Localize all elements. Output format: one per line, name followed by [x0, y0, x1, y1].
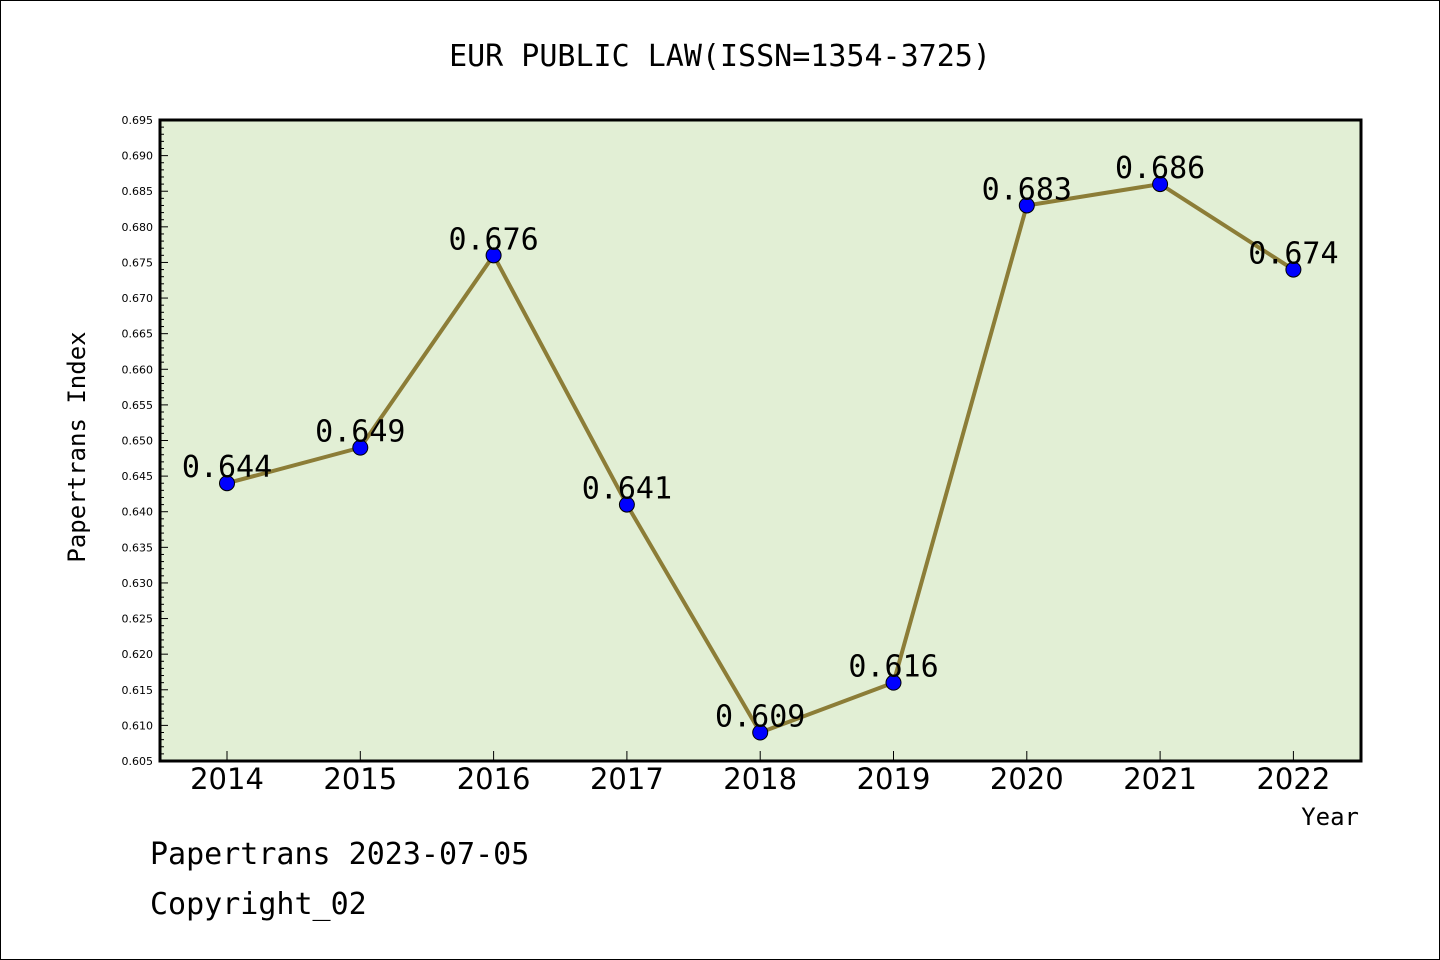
- data-labels: 0.644 0.649 0.676 0.641 0.609 0.616 0.683 0.686…: [182, 151, 1339, 734]
- data-point: [1152, 176, 1169, 193]
- data-label: 0.609: [715, 700, 805, 735]
- y-tick-label: 0.640: [122, 506, 154, 519]
- x-tick-label: 2017: [590, 762, 664, 796]
- chart-title: EUR PUBLIC LAW(ISSN=1354-3725): [449, 39, 991, 74]
- x-tick-label: 2018: [723, 762, 797, 796]
- y-tick-label: 0.615: [122, 684, 154, 697]
- y-axis: 0.605 0.610 0.615 0.620 0.625 0.630 0.635 0.640…: [122, 114, 168, 768]
- data-label: 0.644: [182, 450, 272, 485]
- data-point: [485, 247, 502, 264]
- data-point: [1018, 197, 1035, 214]
- y-tick-label: 0.690: [122, 150, 154, 163]
- footer-copyright: Copyright_02: [150, 887, 367, 922]
- data-point: [1285, 261, 1302, 278]
- x-tick-label: 2015: [323, 762, 397, 796]
- data-label: 0.686: [1115, 151, 1205, 186]
- y-tick-label: 0.605: [122, 755, 154, 768]
- x-tick-label: 2020: [990, 762, 1064, 796]
- data-label: 0.676: [448, 222, 538, 257]
- data-point: [752, 724, 769, 741]
- data-label: 0.649: [315, 415, 405, 450]
- data-label: 0.674: [1248, 237, 1338, 272]
- x-axis: 2014 2015 2016 2017 2018 2019 2020 2021 2022: [190, 751, 1330, 796]
- footer-date: Papertrans 2023-07-05: [150, 837, 529, 872]
- data-points: [219, 176, 1302, 741]
- data-label: 0.683: [982, 172, 1072, 207]
- y-tick-label: 0.675: [122, 256, 154, 269]
- y-tick-label: 0.685: [122, 185, 154, 198]
- y-tick-label: 0.670: [122, 292, 154, 305]
- x-tick-label: 2022: [1256, 762, 1330, 796]
- data-point: [352, 439, 369, 456]
- x-axis-label: Year: [1301, 803, 1359, 831]
- data-point: [219, 475, 235, 492]
- y-axis-label: Papertrans Index: [63, 331, 91, 562]
- data-point: [885, 674, 902, 691]
- x-tick-label: 2014: [190, 762, 264, 796]
- x-tick-label: 2016: [457, 762, 531, 796]
- data-label: 0.616: [848, 650, 938, 685]
- y-tick-label: 0.680: [122, 221, 154, 234]
- y-tick-label: 0.665: [122, 328, 154, 341]
- y-tick-label: 0.625: [122, 613, 154, 626]
- y-tick-label: 0.635: [122, 541, 154, 554]
- x-tick-label: 2019: [857, 762, 931, 796]
- y-tick-label: 0.610: [122, 719, 154, 732]
- y-tick-label: 0.645: [122, 470, 154, 483]
- y-tick-label: 0.695: [122, 114, 154, 127]
- y-tick-label: 0.655: [122, 399, 154, 412]
- y-tick-label: 0.660: [122, 363, 154, 376]
- x-tick-label: 2021: [1123, 762, 1197, 796]
- data-point: [618, 496, 635, 513]
- y-tick-label: 0.620: [122, 648, 154, 661]
- y-tick-label: 0.630: [122, 577, 154, 590]
- data-label: 0.641: [582, 472, 672, 507]
- y-tick-label: 0.650: [122, 435, 154, 448]
